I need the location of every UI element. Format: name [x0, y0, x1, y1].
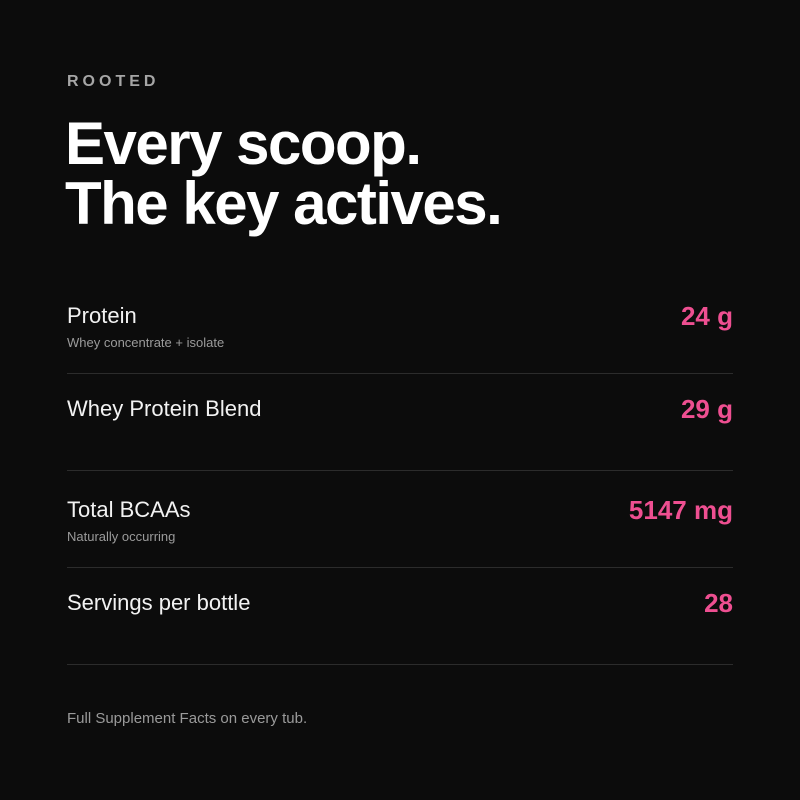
headline: Every scoop. The key actives. [65, 110, 503, 237]
supplement-card: ROOTED Every scoop. The key actives. Pro… [65, 0, 733, 800]
row-value: 24 g [680, 301, 733, 331]
list-item-total-bcaas: Total BCAAs Naturally occurring 5147 mg [67, 490, 733, 568]
row-label: Servings per bottle [67, 590, 251, 615]
brand-name: ROOTED [67, 73, 160, 90]
row-subtext: Whey concentrate + isolate [67, 335, 225, 350]
list-item-servings: Servings per bottle 28 [67, 587, 733, 665]
list-item-whey-protein-blend: Whey Protein Blend 29 g [67, 393, 733, 471]
row-value: 29 g [680, 394, 733, 424]
list-item-protein: Protein Whey concentrate + isolate 24 g [67, 296, 733, 374]
headline-line-1: Every scoop. [65, 110, 422, 177]
row-label: Total BCAAs [67, 497, 191, 522]
headline-line-2: The key actives. [65, 170, 503, 237]
row-label: Whey Protein Blend [67, 396, 262, 421]
row-value: 5147 mg [628, 495, 733, 525]
footnote: Full Supplement Facts on every tub. [67, 710, 308, 727]
row-label: Protein [67, 303, 137, 328]
row-value: 28 [704, 588, 733, 618]
actives-list: Protein Whey concentrate + isolate 24 g … [67, 296, 733, 665]
row-subtext: Naturally occurring [67, 529, 176, 544]
